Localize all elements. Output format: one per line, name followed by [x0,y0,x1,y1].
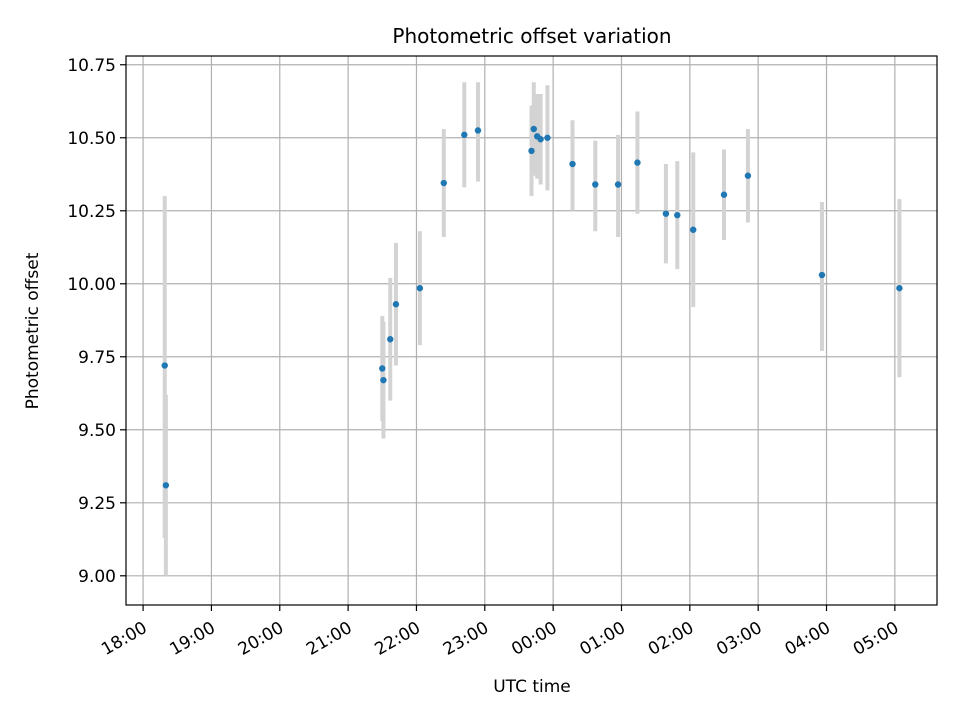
y-tick-label: 10.75 [67,56,116,76]
data-point [634,159,641,166]
chart-title: Photometric offset variation [392,24,671,48]
data-point [440,179,447,187]
data-point [387,336,394,343]
y-tick-label: 10.25 [67,202,116,222]
y-tick-label: 9.75 [78,348,116,368]
data-point [662,210,670,217]
data-point [592,181,599,188]
data-point [392,301,400,308]
data-points [161,125,903,489]
data-point [380,376,387,384]
data-point [744,172,752,179]
data-point [690,226,697,233]
data-point [720,191,728,198]
data-point [162,482,170,489]
data-point [528,147,535,155]
data-point [474,127,482,134]
data-point [896,284,903,292]
data-point [530,125,537,133]
y-tick-label: 9.25 [78,494,116,514]
y-tick-label: 10.50 [67,129,116,149]
data-point [461,131,468,139]
y-tick-label: 10.00 [67,275,116,295]
data-point [569,160,576,168]
y-axis-label: Photometric offset [23,252,43,409]
y-axis-ticks: 9.00 9.25 9.50 9.75 10.00 10.25 10.50 10.75 [67,56,126,587]
data-point [674,211,681,219]
data-point [614,181,622,188]
data-point [537,136,544,143]
grid [126,56,937,605]
data-point [544,134,551,141]
data-point [818,271,826,279]
data-point [161,362,168,369]
x-axis-label: UTC time [493,677,571,697]
data-point [379,365,386,372]
plot-frame [125,55,938,606]
y-tick-label: 9.00 [78,567,116,587]
data-point [416,284,424,292]
y-tick-label: 9.50 [78,421,116,441]
